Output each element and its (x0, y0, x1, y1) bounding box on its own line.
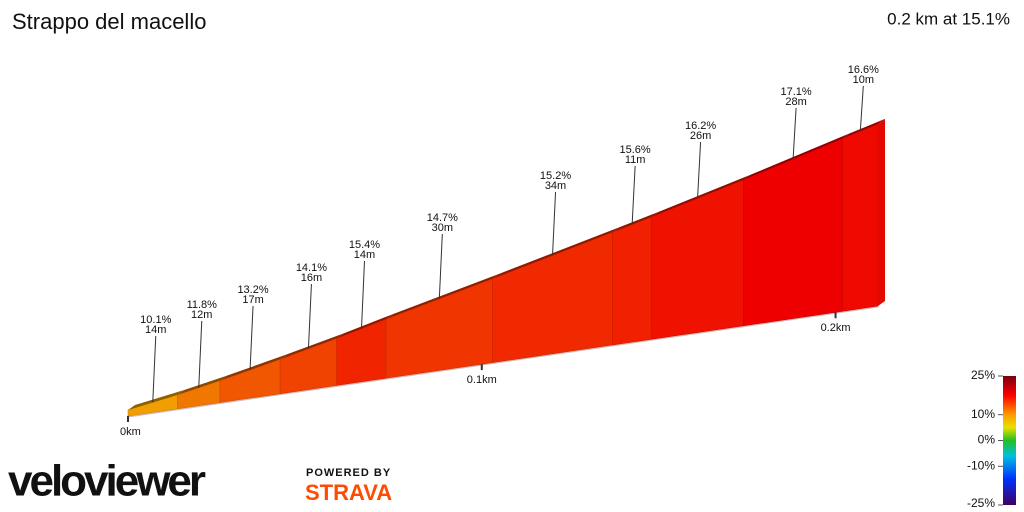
segment-top (743, 133, 850, 180)
color-tick-label: 10% (971, 407, 995, 421)
segment-face (842, 123, 879, 312)
gradient-label: 16.2% (685, 120, 716, 132)
powered-by: POWERED BY (306, 467, 391, 479)
length-label: 28m (785, 96, 806, 108)
color-tick-label: -25% (967, 496, 995, 510)
gradient-label: 11.8% (187, 299, 218, 311)
color-tick-label: 0% (978, 433, 996, 447)
segment-top (386, 273, 500, 320)
segment-face (336, 318, 387, 386)
leader-line (631, 165, 636, 225)
leader-line (438, 233, 443, 299)
x-tick-label: 0km (120, 426, 141, 438)
leader-line (198, 320, 203, 388)
leader-line (360, 260, 365, 329)
segment-face (743, 137, 843, 327)
segment-side (878, 118, 885, 306)
segment-top (280, 333, 344, 360)
segment-face (612, 216, 652, 346)
length-label: 14m (145, 324, 166, 336)
length-label: 26m (690, 130, 711, 142)
summary: 0.2 km at 15.1% (887, 9, 1010, 28)
segment-top (842, 118, 885, 139)
gradient-label: 13.2% (237, 284, 268, 296)
gradient-label: 15.2% (540, 170, 571, 182)
strava: STRAVA (305, 480, 392, 505)
leader-line (859, 85, 864, 132)
logo: veloviewer (8, 457, 206, 506)
length-label: 14m (354, 249, 375, 261)
length-label: 12m (191, 309, 212, 321)
segment-top (612, 211, 659, 233)
leader-line (307, 283, 312, 349)
segment-top (219, 354, 288, 381)
gradient-label: 14.1% (296, 262, 327, 274)
length-label: 34m (545, 180, 566, 192)
length-label: 10m (853, 74, 874, 86)
x-tick-label: 0.1km (467, 374, 497, 386)
color-tick-label: 25% (971, 368, 995, 382)
gradient-label: 15.6% (620, 144, 651, 156)
segment-top (128, 389, 185, 410)
segment-top (177, 375, 227, 395)
length-label: 11m (625, 154, 646, 166)
length-label: 16m (301, 272, 322, 284)
color-scale (1003, 376, 1016, 505)
gradient-label: 10.1% (140, 314, 171, 326)
segment-top (651, 174, 751, 217)
leader-line (552, 191, 557, 256)
segment-top (492, 227, 620, 279)
gradient-label: 16.6% (848, 64, 879, 76)
gradient-label: 14.7% (427, 212, 458, 224)
segment-top (336, 314, 394, 339)
x-tick-label: 0.2km (821, 322, 851, 334)
leader-line (697, 141, 702, 199)
chart-title: Strappo del macello (12, 9, 206, 34)
gradient-label: 17.1% (780, 86, 811, 98)
leader-line (249, 305, 254, 370)
color-tick-label: -10% (967, 458, 995, 472)
segment-face (651, 179, 744, 340)
leader-line (792, 107, 797, 160)
leader-line (152, 335, 157, 403)
length-label: 30m (432, 222, 453, 234)
gradient-label: 15.4% (349, 239, 380, 251)
length-label: 17m (242, 294, 263, 306)
